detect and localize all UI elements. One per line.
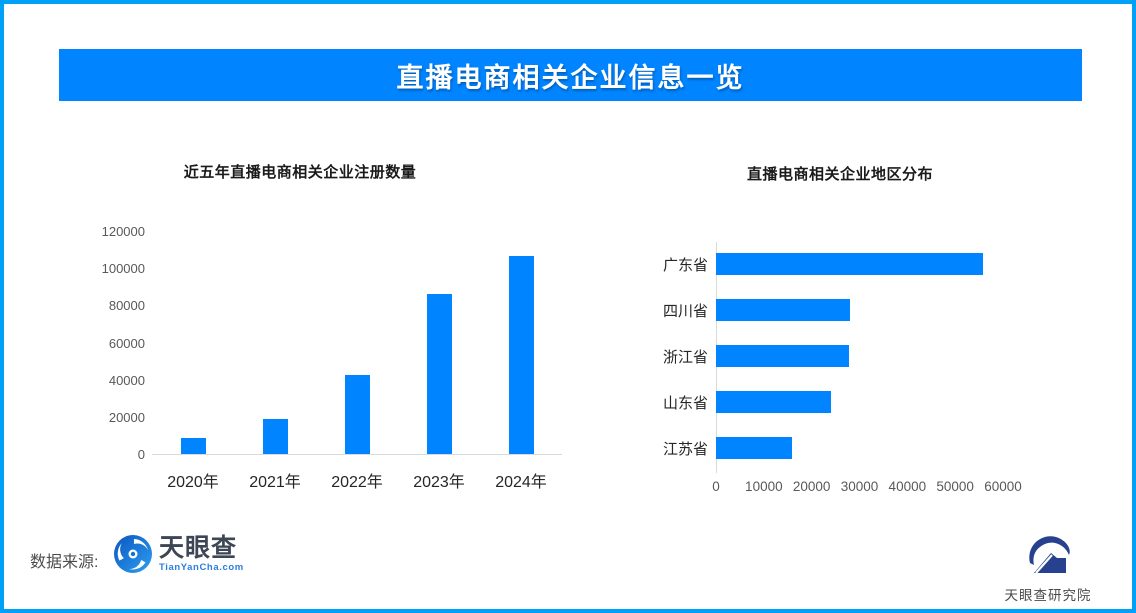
x-tick-label: 30000 bbox=[840, 479, 879, 494]
y-tick-label: 0 bbox=[137, 447, 145, 462]
data-source-label: 数据来源: bbox=[30, 554, 99, 571]
tianyancha-wordmark: 天眼查 TianYanCha.com bbox=[159, 535, 244, 573]
bar bbox=[716, 391, 831, 413]
y-tick-label: 60000 bbox=[108, 335, 145, 351]
x-category-label: 2022年 bbox=[331, 474, 383, 491]
page-title: 直播电商相关企业信息一览 bbox=[396, 62, 745, 93]
right-chart-title: 直播电商相关企业地区分布 bbox=[746, 166, 933, 183]
x-tick-label: 10000 bbox=[745, 479, 783, 494]
x-tick-label: 40000 bbox=[888, 479, 927, 494]
y-tick-label: 120000 bbox=[101, 224, 145, 239]
bar-row: 广东省 bbox=[645, 241, 1105, 287]
bar bbox=[716, 345, 849, 367]
category-label: 山东省 bbox=[662, 394, 708, 412]
x-tick-label: 60000 bbox=[984, 479, 1022, 494]
bar bbox=[262, 418, 288, 454]
institute-swoosh-icon bbox=[1029, 536, 1070, 574]
category-label: 江苏省 bbox=[662, 440, 708, 458]
institute-logo: 天眼查研究院 bbox=[1000, 531, 1096, 604]
right-chart-x-axis: 0 10000 20000 30000 40000 50000 60000 bbox=[712, 479, 1036, 497]
bar bbox=[508, 256, 534, 454]
bar-row: 浙江省 bbox=[645, 333, 1105, 379]
right-chart-plot: 广东省四川省浙江省山东省江苏省 bbox=[645, 241, 1105, 471]
bar bbox=[344, 374, 370, 454]
bar bbox=[180, 438, 206, 454]
y-tick-label: 20000 bbox=[108, 409, 145, 425]
x-tick-label: 50000 bbox=[936, 479, 974, 494]
bar bbox=[716, 437, 793, 459]
institute-name: 天眼查研究院 bbox=[1004, 588, 1092, 603]
category-label: 浙江省 bbox=[662, 348, 708, 366]
category-label: 广东省 bbox=[662, 256, 708, 274]
left-chart-title: 近五年直播电商相关企业注册数量 bbox=[183, 164, 417, 181]
bar-row: 四川省 bbox=[645, 287, 1105, 333]
bar-row: 山东省 bbox=[645, 379, 1105, 425]
left-chart-x-axis: 2020年 2021年 2022年 2023年 2024年 bbox=[152, 468, 562, 492]
tianyancha-logo: 天眼查 TianYanCha.com bbox=[113, 534, 244, 574]
y-tick-label: 100000 bbox=[101, 261, 145, 277]
x-category-label: 2023年 bbox=[413, 474, 465, 491]
bar-row: 江苏省 bbox=[645, 425, 1105, 471]
x-category-label: 2024年 bbox=[495, 474, 547, 491]
y-tick-label: 40000 bbox=[108, 372, 145, 388]
category-label: 四川省 bbox=[662, 302, 708, 320]
y-tick-label: 80000 bbox=[108, 298, 145, 314]
x-tick-label: 20000 bbox=[792, 479, 831, 494]
bar bbox=[716, 299, 850, 321]
bar bbox=[716, 253, 983, 275]
header-banner: 直播电商相关企业信息一览 bbox=[59, 49, 1082, 101]
tianyancha-name: 天眼查 bbox=[159, 534, 238, 562]
tianyancha-eye-icon bbox=[114, 535, 152, 573]
tianyancha-domain: TianYanCha.com bbox=[159, 562, 244, 573]
x-category-label: 2021年 bbox=[249, 474, 301, 491]
x-tick-label: 0 bbox=[712, 479, 720, 494]
bar bbox=[426, 293, 452, 454]
x-category-label: 2020年 bbox=[167, 474, 219, 491]
left-chart-plot bbox=[152, 231, 562, 455]
